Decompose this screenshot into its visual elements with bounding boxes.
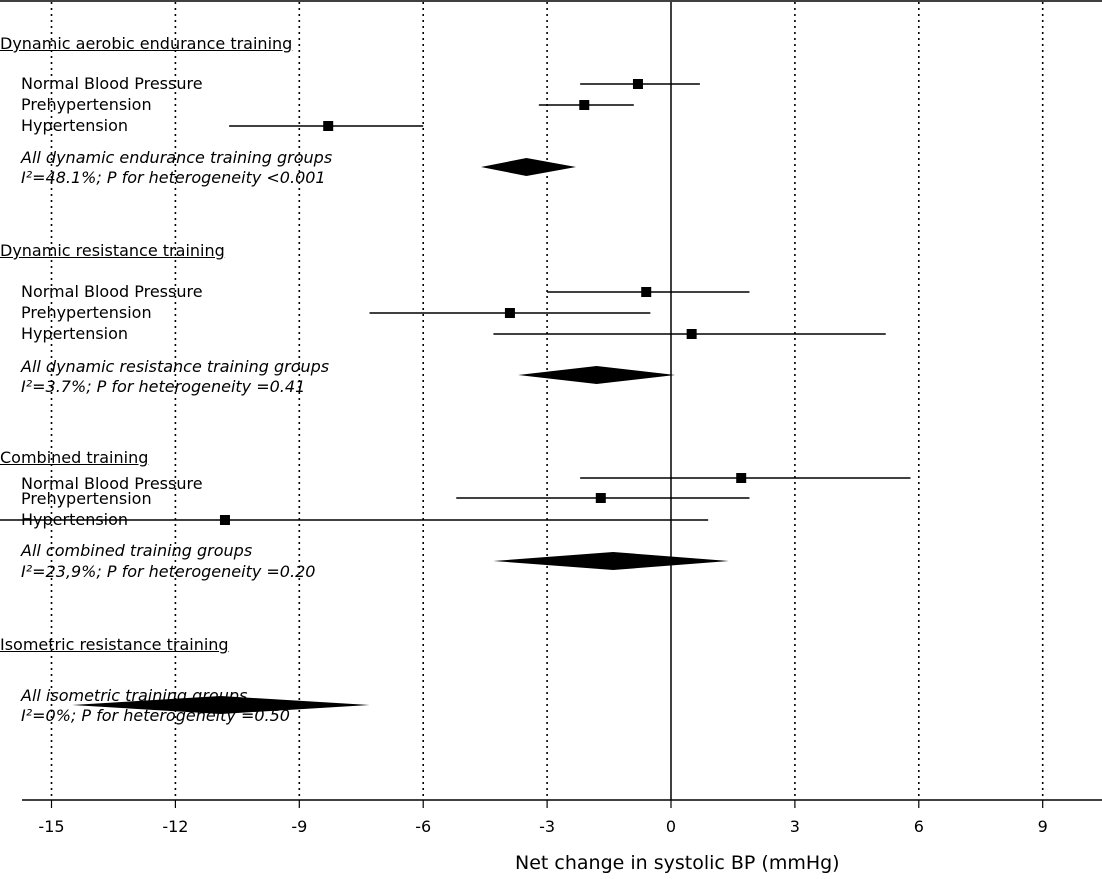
summary-label: All dynamic resistance training groups [21,357,330,376]
point-estimate-square [579,100,590,110]
study-label: Normal Blood Pressure [21,474,203,493]
study-label: Hypertension [21,510,129,529]
x-tick-label: -12 [162,817,188,836]
summary-label: All isometric training groups [21,686,248,705]
study-label: Normal Blood Pressure [21,282,203,301]
x-tick-label: 9 [1038,817,1048,836]
summary-diamond [481,158,577,176]
point-estimate-square [595,493,606,503]
study-label: Prehypertension [21,489,152,508]
x-tick-label: -6 [415,817,431,836]
group-title: Dynamic aerobic endurance training [0,34,293,53]
heterogeneity-label: I²=0%; P for heterogeneity =0.50 [21,706,290,725]
x-tick-label: -3 [539,817,555,836]
point-estimate-square [504,308,515,318]
plot-frame [0,0,1102,801]
reference-lines [50,2,1044,800]
x-tick-label: 6 [914,817,924,836]
point-estimate-square [323,121,334,131]
summary-label: All dynamic endurance training groups [21,148,333,167]
summary-diamond [518,366,676,384]
summary-diamond [493,552,729,570]
group-title: Dynamic resistance training [0,241,225,260]
study-label: Hypertension [21,116,129,135]
point-estimate-square [686,329,697,339]
x-axis-title: Net change in systolic BP (mmHg) [515,852,840,874]
x-tick-label: -15 [38,817,64,836]
heterogeneity-label: I²=48.1%; P for heterogeneity <0.001 [21,168,326,187]
group-title: Isometric resistance training [0,635,229,654]
point-estimate-square [219,515,230,525]
heterogeneity-label: I²=3.7%; P for heterogeneity =0.41 [21,377,306,396]
point-estimate-square [641,287,652,297]
summary-diamond [72,696,370,714]
estimate-marks [0,79,911,714]
x-tick-label: -9 [291,817,307,836]
study-label: Normal Blood Pressure [21,74,203,93]
heterogeneity-label: I²=23,9%; P for heterogeneity =0.20 [21,562,316,581]
study-label: Hypertension [21,324,129,343]
x-tick-label: 3 [790,817,800,836]
study-label: Prehypertension [21,303,152,322]
point-estimate-square [632,79,643,89]
summary-label: All combined training groups [21,541,253,560]
x-tick-label: 0 [666,817,676,836]
group-title: Combined training [0,448,149,467]
point-estimate-square [736,473,747,483]
study-label: Prehypertension [21,95,152,114]
